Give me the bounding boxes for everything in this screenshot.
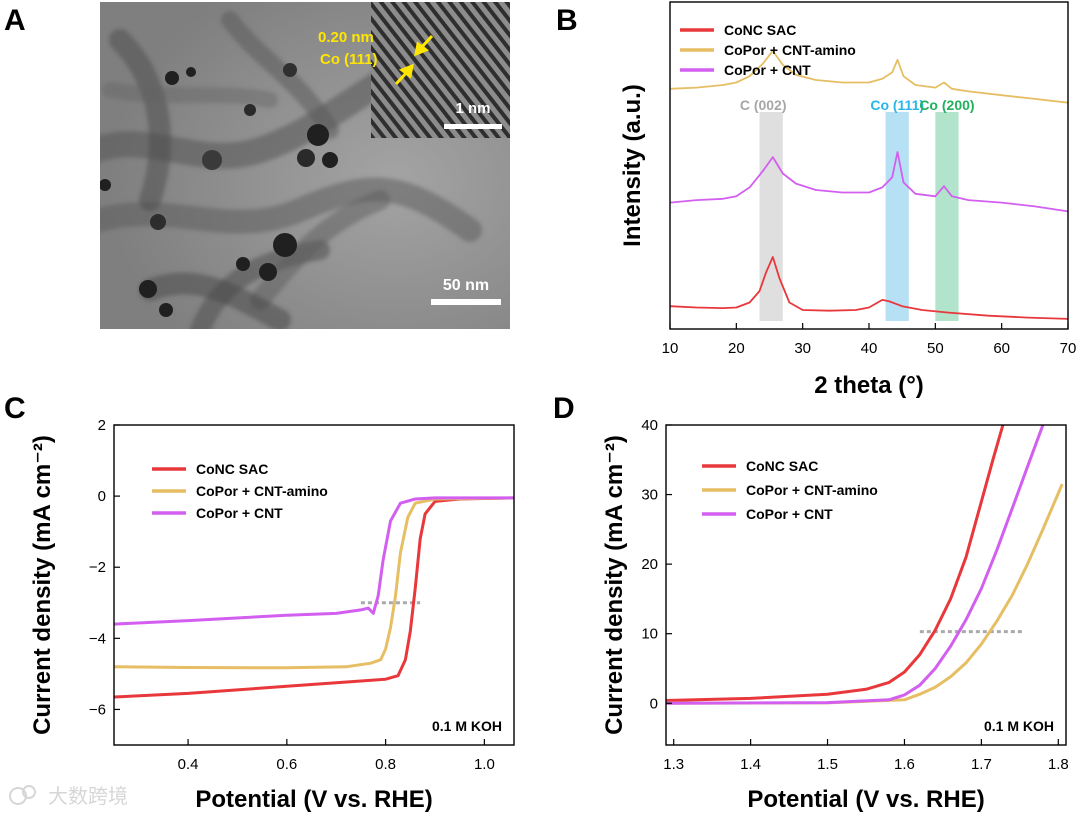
x-tick-label: 1.0 bbox=[474, 756, 495, 773]
x-axis-title: 2 theta (°) bbox=[814, 372, 924, 399]
x-tick-label: 40 bbox=[861, 340, 878, 357]
legend-label: CoPor + CNT bbox=[196, 505, 283, 521]
lattice-plane-label: Co (111) bbox=[320, 51, 378, 68]
x-tick-label: 20 bbox=[728, 340, 745, 357]
inset-scale-bar-label: 1 nm bbox=[455, 100, 490, 117]
lattice-spacing-label: 0.20 nm bbox=[318, 29, 374, 46]
y-tick-label: −2 bbox=[89, 559, 106, 576]
hrtem-inset bbox=[371, 2, 510, 138]
scale-bar-label: 50 nm bbox=[443, 277, 489, 294]
legend-label: CoNC SAC bbox=[724, 22, 796, 38]
x-tick-label: 1.5 bbox=[817, 756, 838, 773]
x-tick-label: 0.6 bbox=[276, 756, 297, 773]
y-tick-label: 0 bbox=[650, 695, 658, 712]
orr-polarization-chart: 0.4 0.6 0.8 1.0 2 0 −2 −4 −6 Potential (V vs. RHE… bbox=[29, 417, 515, 813]
legend-label: CoPor + CNT-amino bbox=[724, 42, 856, 58]
watermark-text: 大数跨境 bbox=[48, 785, 128, 808]
y-axis-title: Intensity (a.u.) bbox=[619, 84, 646, 247]
band-label-1: C (002) bbox=[740, 97, 787, 113]
series-line-copor-cnt-amino bbox=[665, 483, 1064, 705]
plot-frame bbox=[665, 424, 1067, 746]
x-tick-label: 10 bbox=[662, 340, 679, 357]
panel-label-d: D bbox=[553, 392, 575, 425]
legend-label: CoNC SAC bbox=[196, 461, 268, 477]
panel-label-b: B bbox=[556, 4, 578, 37]
series-line-copor-cnt bbox=[665, 424, 1045, 705]
band-label-2: Co (111) bbox=[870, 97, 924, 113]
y-tick-label: 30 bbox=[641, 487, 658, 504]
panel-label-c: C bbox=[4, 392, 26, 425]
electrolyte-annotation: 0.1 M KOH bbox=[984, 718, 1054, 734]
x-tick-label: 70 bbox=[1060, 340, 1077, 357]
plot-frame bbox=[113, 424, 515, 746]
y-tick-label: 2 bbox=[98, 417, 106, 434]
series-line-conc-sac bbox=[669, 256, 1069, 320]
x-tick-label: 30 bbox=[794, 340, 811, 357]
x-axis-title: Potential (V vs. RHE) bbox=[195, 786, 432, 813]
y-tick-label: −6 bbox=[89, 701, 106, 718]
series-line-conc-sac bbox=[665, 424, 1005, 702]
tem-image bbox=[100, 2, 510, 329]
series-line-copor-cnt-amino bbox=[113, 496, 515, 670]
y-axis-title: Current density (mA cm⁻²) bbox=[601, 435, 628, 735]
y-tick-label: 20 bbox=[641, 556, 658, 573]
series-line-copor-cnt bbox=[669, 151, 1069, 213]
series-line-copor-cnt-amino bbox=[669, 50, 1069, 104]
x-axis-title: Potential (V vs. RHE) bbox=[747, 786, 984, 813]
panel-label-a: A bbox=[4, 4, 26, 37]
lattice-arrow-icon bbox=[394, 34, 434, 86]
x-tick-label: 0.8 bbox=[375, 756, 396, 773]
y-tick-label: 0 bbox=[98, 488, 106, 505]
x-tick-label: 1.4 bbox=[740, 756, 761, 773]
watermark-logo-icon bbox=[9, 787, 27, 805]
electrolyte-annotation: 0.1 M KOH bbox=[432, 718, 502, 734]
scale-bar bbox=[431, 299, 501, 305]
band-2 bbox=[885, 112, 909, 321]
x-tick-label: 1.6 bbox=[894, 756, 915, 773]
x-tick-label: 1.7 bbox=[971, 756, 992, 773]
x-tick-label: 1.3 bbox=[663, 756, 684, 773]
band-1 bbox=[759, 112, 783, 321]
oer-polarization-chart: 1.3 1.4 1.5 1.6 1.7 1.8 0 10 20 30 40 Potential (V … bbox=[601, 417, 1069, 813]
x-tick-label: 1.8 bbox=[1048, 756, 1069, 773]
x-tick-label: 50 bbox=[927, 340, 944, 357]
y-tick-label: 40 bbox=[641, 417, 658, 434]
y-tick-label: −4 bbox=[89, 630, 106, 647]
legend-label: CoPor + CNT-amino bbox=[746, 482, 878, 498]
legend-label: CoNC SAC bbox=[746, 458, 818, 474]
legend-label: CoPor + CNT bbox=[724, 62, 811, 78]
band-label-3: Co (200) bbox=[919, 97, 974, 113]
band-3 bbox=[935, 112, 959, 321]
xrd-chart: C (002) Co (111)Co (200) 10 20 30 40 50 60 70 2 t… bbox=[619, 1, 1077, 399]
y-tick-label: 10 bbox=[641, 626, 658, 643]
inset-scale-bar bbox=[444, 124, 502, 129]
series-line-copor-cnt bbox=[113, 496, 514, 626]
y-axis-title: Current density (mA cm⁻²) bbox=[29, 435, 56, 735]
legend-label: CoPor + CNT-amino bbox=[196, 483, 328, 499]
legend-label: CoPor + CNT bbox=[746, 506, 833, 522]
watermark: 大数跨境 bbox=[9, 785, 128, 808]
x-tick-label: 60 bbox=[993, 340, 1010, 357]
x-tick-label: 0.4 bbox=[178, 756, 199, 773]
series-line-conc-sac bbox=[113, 496, 515, 699]
